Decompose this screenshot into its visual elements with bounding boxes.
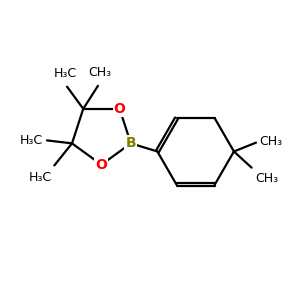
- Text: O: O: [95, 158, 107, 172]
- Text: H₃C: H₃C: [54, 67, 77, 80]
- Text: H₃C: H₃C: [20, 134, 43, 147]
- Text: CH₃: CH₃: [260, 135, 283, 148]
- Text: CH₃: CH₃: [255, 172, 278, 185]
- Text: CH₃: CH₃: [88, 66, 111, 79]
- Text: O: O: [114, 102, 125, 116]
- Text: H₃C: H₃C: [28, 171, 51, 184]
- Text: B: B: [125, 136, 136, 150]
